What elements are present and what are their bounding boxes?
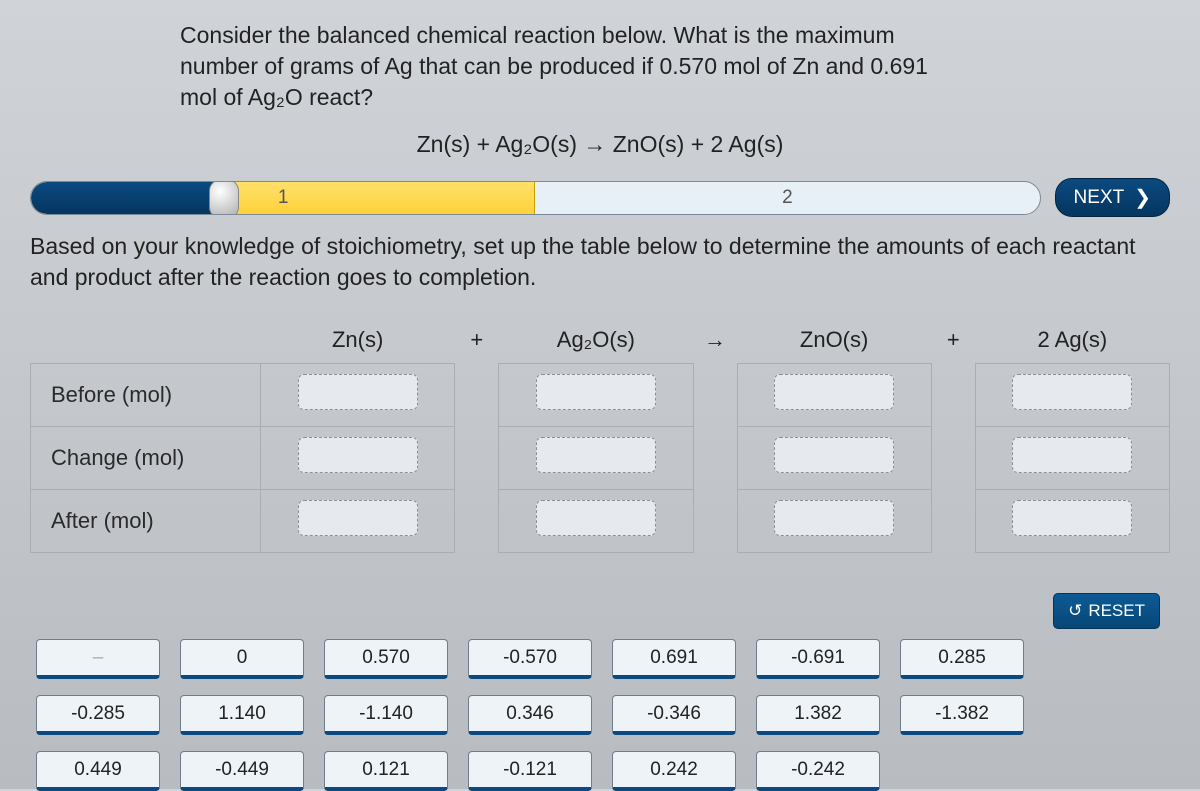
answer-tile[interactable]: 0.121: [324, 751, 448, 791]
answer-tile[interactable]: -0.285: [36, 695, 160, 735]
next-button[interactable]: NEXT ❯: [1055, 178, 1170, 217]
drop-cell[interactable]: [261, 364, 455, 427]
operator-arrow: →: [693, 317, 737, 364]
drop-cell[interactable]: [737, 427, 931, 490]
progress-step-2[interactable]: 2: [535, 187, 1039, 209]
row-label-after: After (mol): [31, 490, 261, 553]
op-spacer: [455, 364, 499, 427]
answer-tile[interactable]: 0.285: [900, 639, 1024, 679]
drop-slot[interactable]: [536, 437, 656, 473]
op-spacer: [931, 490, 975, 553]
drop-slot[interactable]: [774, 374, 894, 410]
answer-tile[interactable]: 0: [180, 639, 304, 679]
op-spacer: [693, 364, 737, 427]
drop-cell[interactable]: [975, 427, 1169, 490]
species-header-zn: Zn(s): [261, 317, 455, 364]
answer-tile[interactable]: 0.346: [468, 695, 592, 735]
operator-plus-1: +: [455, 317, 499, 364]
table-corner: [31, 317, 261, 364]
next-button-label: NEXT: [1074, 187, 1125, 209]
drop-slot[interactable]: [774, 500, 894, 536]
reset-row: ↺ RESET: [30, 593, 1160, 629]
table-row: After (mol): [31, 490, 1170, 553]
drop-slot[interactable]: [298, 500, 418, 536]
drop-cell[interactable]: [737, 490, 931, 553]
answer-tile[interactable]: 1.140: [180, 695, 304, 735]
answer-tile[interactable]: -1.140: [324, 695, 448, 735]
operator-plus-2: +: [931, 317, 975, 364]
question-line-3: mol of Ag₂O react?: [180, 84, 373, 110]
reset-button[interactable]: ↺ RESET: [1053, 593, 1160, 629]
drop-cell[interactable]: [975, 364, 1169, 427]
table-row: Before (mol): [31, 364, 1170, 427]
table-row: Change (mol): [31, 427, 1170, 490]
ice-table: Zn(s) + Ag₂O(s) → ZnO(s) + 2 Ag(s) Befor…: [30, 317, 1170, 553]
row-label-change: Change (mol): [31, 427, 261, 490]
progress-knob[interactable]: [209, 181, 239, 215]
subprompt-text: Based on your knowledge of stoichiometry…: [30, 231, 1170, 293]
drop-slot[interactable]: [1012, 374, 1132, 410]
progress-bar[interactable]: 1 2: [30, 181, 1041, 215]
question-text: Consider the balanced chemical reaction …: [180, 20, 1030, 113]
progress-wrap: 1 2 NEXT ❯: [30, 178, 1170, 217]
drop-slot[interactable]: [536, 500, 656, 536]
species-header-ag: 2 Ag(s): [975, 317, 1169, 364]
op-spacer: [693, 427, 737, 490]
drop-slot[interactable]: [536, 374, 656, 410]
chevron-right-icon: ❯: [1134, 185, 1151, 210]
drop-cell[interactable]: [261, 427, 455, 490]
answer-tile[interactable]: -0.449: [180, 751, 304, 791]
answer-tile[interactable]: 0.691: [612, 639, 736, 679]
answer-tile[interactable]: -0.570: [468, 639, 592, 679]
answer-tile[interactable]: 0.449: [36, 751, 160, 791]
drop-cell[interactable]: [499, 427, 693, 490]
reset-button-label: RESET: [1088, 601, 1145, 621]
answer-tiles: –0 0.570 -0.570 0.691 -0.691 0.285 -0.285 1.140…: [30, 639, 1170, 791]
row-label-before: Before (mol): [31, 364, 261, 427]
drop-cell[interactable]: [499, 490, 693, 553]
op-spacer: [931, 427, 975, 490]
answer-tile[interactable]: -0.242: [756, 751, 880, 791]
undo-icon: ↺: [1068, 601, 1082, 621]
op-spacer: [455, 490, 499, 553]
drop-cell[interactable]: [499, 364, 693, 427]
drop-slot[interactable]: [1012, 437, 1132, 473]
drop-slot[interactable]: [298, 437, 418, 473]
answer-tile[interactable]: -0.691: [756, 639, 880, 679]
species-header-zno: ZnO(s): [737, 317, 931, 364]
drop-slot[interactable]: [298, 374, 418, 410]
question-line-1: Consider the balanced chemical reaction …: [180, 22, 895, 48]
answer-tile[interactable]: 0.570: [324, 639, 448, 679]
ice-table-body: Before (mol) Change (mol) After (mol): [31, 364, 1170, 553]
op-spacer: [455, 427, 499, 490]
question-line-2: number of grams of Ag that can be produc…: [180, 53, 928, 79]
op-spacer: [931, 364, 975, 427]
drop-slot[interactable]: [1012, 500, 1132, 536]
answer-tile[interactable]: 1.382: [756, 695, 880, 735]
answer-tile[interactable]: –: [36, 639, 160, 679]
op-spacer: [693, 490, 737, 553]
drop-cell[interactable]: [737, 364, 931, 427]
answer-tile[interactable]: 0.242: [612, 751, 736, 791]
drop-cell[interactable]: [261, 490, 455, 553]
drop-cell[interactable]: [975, 490, 1169, 553]
answer-tile[interactable]: -0.346: [612, 695, 736, 735]
drop-slot[interactable]: [774, 437, 894, 473]
species-header-ag2o: Ag₂O(s): [499, 317, 693, 364]
answer-tile[interactable]: -0.121: [468, 751, 592, 791]
progress-step-1[interactable]: 1: [31, 187, 535, 209]
reaction-equation: Zn(s) + Ag₂O(s) → ZnO(s) + 2 Ag(s): [30, 131, 1170, 158]
answer-tile[interactable]: -1.382: [900, 695, 1024, 735]
